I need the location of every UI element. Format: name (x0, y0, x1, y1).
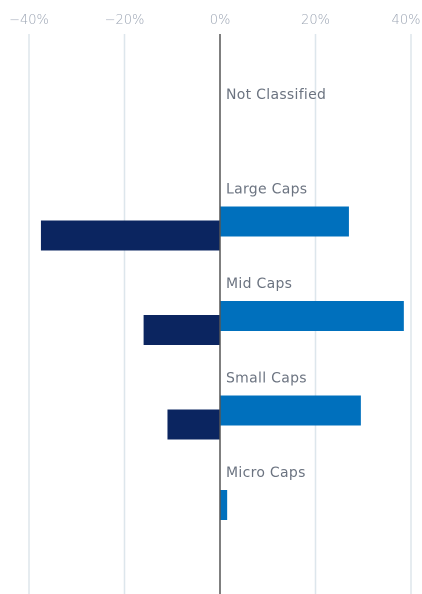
category-label: Not Classified (226, 87, 326, 103)
x-tick-label: −20% (105, 13, 145, 28)
category-label: Micro Caps (226, 465, 306, 481)
x-axis-ticks: −40% −20% 0% 20% 40% (9, 13, 420, 28)
bar-positive (220, 301, 404, 331)
category-labels: Not Classified Large Caps Mid Caps Small Ca… (226, 87, 326, 481)
category-label: Mid Caps (226, 276, 292, 292)
x-tick-label: 40% (392, 13, 421, 28)
bar-positive (220, 490, 228, 520)
x-tick-label: 0% (210, 13, 231, 28)
bar-negative (143, 315, 220, 345)
category-label: Large Caps (226, 182, 307, 198)
bar-negative (167, 409, 220, 440)
x-tick-label: 20% (301, 13, 330, 28)
bar-positive (220, 206, 349, 237)
bars (40, 206, 404, 520)
category-label: Small Caps (226, 371, 307, 387)
bar-positive (220, 395, 361, 426)
x-tick-label: −40% (9, 13, 49, 28)
bar-negative (40, 220, 220, 251)
